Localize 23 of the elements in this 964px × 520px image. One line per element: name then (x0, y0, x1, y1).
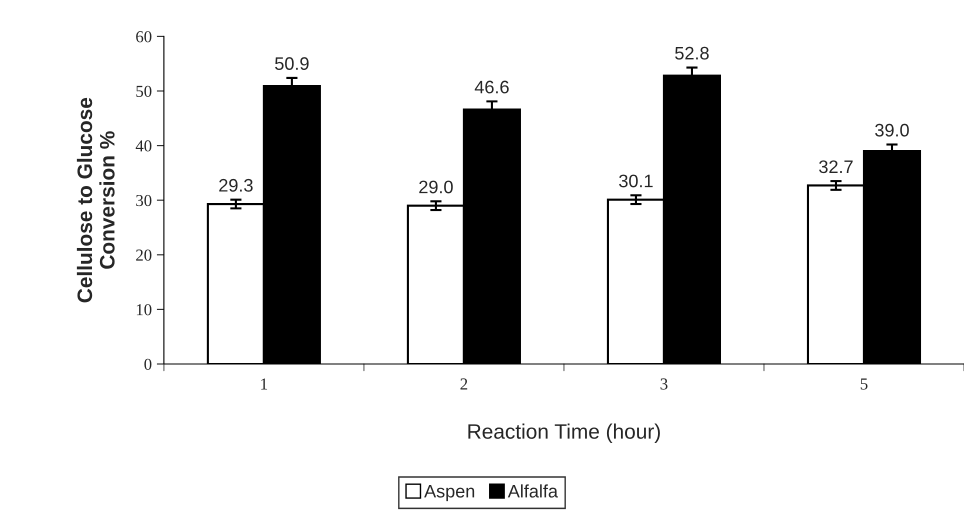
x-tick-label: 5 (860, 378, 868, 390)
x-tick-label: 1 (261, 378, 268, 390)
y-tick-label: 40 (136, 140, 152, 152)
data-label: 29.3 (219, 178, 253, 192)
y-tick-label: 10 (136, 304, 152, 316)
legend-label: Aspen (424, 484, 474, 502)
x-tick-label: 2 (460, 378, 468, 390)
y-tick-label: 0 (144, 358, 152, 370)
data-label: 52.8 (675, 46, 709, 60)
data-label: 39.0 (875, 124, 909, 137)
data-label: 30.1 (619, 174, 653, 188)
data-label: 46.6 (474, 80, 509, 94)
legend-label: Alfalfa (508, 484, 558, 498)
data-label: 32.7 (819, 160, 853, 174)
y-axis-title: Cellulose to Glucose Conversion % (76, 98, 115, 302)
y-tick-label: 20 (136, 250, 152, 261)
y-tick-label: 60 (136, 31, 152, 42)
data-label: 29.0 (419, 180, 453, 194)
x-tick-label: 3 (660, 378, 668, 390)
data-label: 50.9 (275, 57, 309, 70)
x-axis-title: Reaction Time (hour) (468, 424, 660, 443)
y-tick-label: 50 (136, 86, 152, 97)
y-tick-label: 30 (136, 194, 152, 206)
